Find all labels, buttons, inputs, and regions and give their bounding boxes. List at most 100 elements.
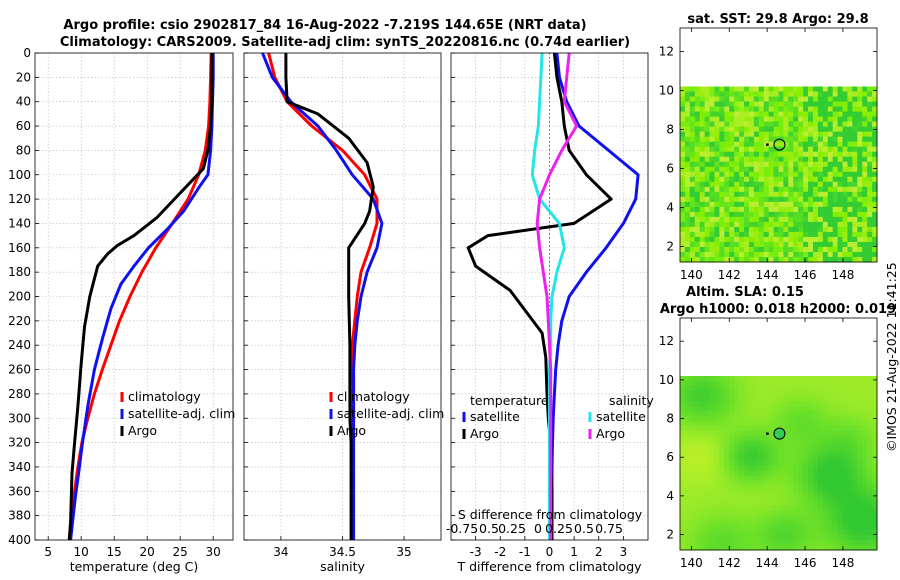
heatmap-cell	[783, 535, 789, 541]
heatmap-cell	[862, 161, 868, 168]
heatmap-cell	[719, 520, 725, 526]
heatmap-cell	[744, 96, 750, 103]
heatmap-cell	[724, 376, 730, 382]
heatmap-cell	[872, 131, 878, 138]
sla-map-subtitle: Argo h1000: 0.018 h2000: 0.019	[660, 302, 896, 317]
heatmap-cell	[744, 376, 750, 382]
heatmap-cell	[714, 121, 720, 128]
heatmap-cell	[709, 101, 715, 108]
heatmap-cell	[699, 525, 706, 531]
heatmap-cell	[793, 460, 799, 466]
heatmap-cell	[768, 475, 775, 481]
heatmap-cell	[788, 211, 794, 218]
heatmap-cell	[744, 176, 750, 183]
heatmap-cell	[783, 530, 789, 536]
heatmap-cell	[793, 455, 799, 462]
heatmap-cell	[827, 380, 834, 387]
heatmap-cell	[862, 535, 868, 541]
heatmap-cell	[862, 425, 868, 432]
heatmap-cell	[763, 256, 770, 263]
heatmap-cell	[872, 525, 878, 531]
heatmap-cell	[753, 161, 760, 168]
heatmap-cell	[714, 485, 720, 491]
float-track-point	[766, 143, 769, 146]
heatmap-cell	[798, 176, 804, 183]
heatmap-cell	[694, 121, 701, 128]
heatmap-cell	[808, 470, 814, 476]
heatmap-cell	[812, 475, 819, 481]
heatmap-cell	[817, 126, 824, 133]
heatmap-cell	[857, 116, 863, 123]
heatmap-cell	[758, 181, 765, 188]
heatmap-cell	[837, 181, 844, 188]
heatmap-cell	[822, 460, 829, 466]
heatmap-cell	[719, 186, 725, 193]
heatmap-cell	[719, 376, 725, 382]
heatmap-cell	[748, 490, 755, 496]
heatmap-cell	[817, 196, 824, 203]
heatmap-cell	[709, 530, 715, 536]
heatmap-cell	[773, 425, 779, 432]
heatmap-cell	[753, 96, 760, 103]
heatmap-cell	[822, 256, 829, 263]
heatmap-cell	[788, 176, 794, 183]
heatmap-cell	[744, 440, 750, 447]
heatmap-cell	[783, 111, 789, 118]
heatmap-cell	[817, 535, 824, 541]
y-tick-label: 320	[8, 436, 31, 450]
heatmap-cell	[689, 256, 696, 263]
heatmap-cell	[837, 136, 844, 143]
heatmap-cell	[699, 186, 706, 193]
heatmap-cell	[783, 385, 789, 392]
heatmap-cell	[758, 385, 765, 392]
heatmap-cell	[739, 390, 745, 397]
heatmap-cell	[812, 101, 819, 108]
heatmap-cell	[724, 151, 730, 158]
heatmap-cell	[812, 540, 819, 546]
heatmap-cell	[724, 450, 730, 457]
heatmap-cell	[744, 86, 750, 93]
heatmap-cell	[817, 545, 824, 551]
heatmap-cell	[768, 410, 775, 417]
heatmap-cell	[744, 395, 750, 402]
legend-entry: climatology	[128, 389, 201, 404]
heatmap-cell	[793, 216, 799, 223]
heatmap-cell	[872, 530, 878, 536]
heatmap-cell	[719, 126, 725, 133]
heatmap-cell	[812, 151, 819, 158]
heatmap-cell	[704, 400, 711, 407]
heatmap-cell	[768, 480, 775, 486]
heatmap-cell	[817, 395, 824, 402]
heatmap-cell	[709, 151, 715, 158]
heatmap-cell	[857, 251, 863, 258]
heatmap-cell	[793, 376, 799, 382]
heatmap-cell	[744, 116, 750, 123]
heatmap-cell	[680, 445, 686, 452]
y-tick-label: 120	[8, 192, 31, 206]
heatmap-cell	[827, 86, 834, 93]
heatmap-cell	[788, 485, 794, 491]
heatmap-cell	[744, 191, 750, 198]
heatmap-cell	[714, 525, 720, 531]
heatmap-cell	[788, 201, 794, 208]
heatmap-cell	[714, 545, 720, 551]
heatmap-cell	[837, 445, 844, 452]
heatmap-cell	[694, 500, 701, 506]
heatmap-cell	[842, 196, 848, 203]
heatmap-cell	[763, 405, 770, 412]
heatmap-cell	[714, 400, 720, 407]
heatmap-cell	[817, 101, 824, 108]
heatmap-cell	[842, 211, 848, 218]
heatmap-cell	[758, 241, 765, 248]
heatmap-cell	[783, 221, 789, 228]
heatmap-cell	[753, 106, 760, 113]
heatmap-cell	[872, 191, 878, 198]
heatmap-cell	[847, 425, 853, 432]
heatmap-cell	[773, 420, 779, 427]
heatmap-cell	[689, 171, 696, 178]
heatmap-cell	[793, 206, 799, 213]
heatmap-cell	[778, 540, 784, 546]
heatmap-cell	[803, 181, 809, 188]
heatmap-cell	[872, 540, 878, 546]
heatmap-cell	[758, 171, 765, 178]
